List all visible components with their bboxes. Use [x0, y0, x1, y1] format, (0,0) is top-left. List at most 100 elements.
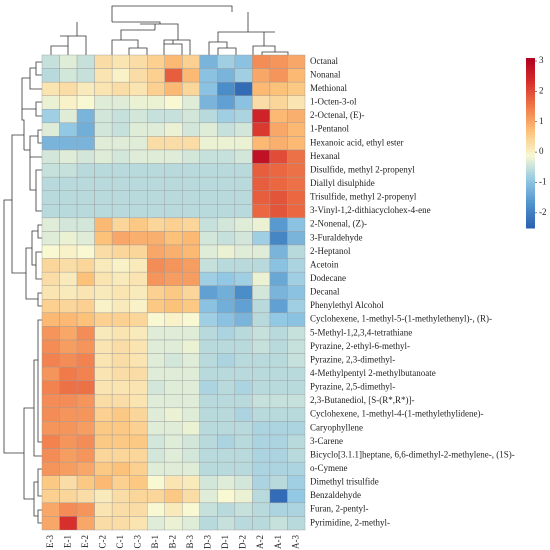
heatmap-cell — [111, 217, 130, 232]
heatmap-cell — [199, 366, 218, 381]
heatmap-cell — [59, 190, 78, 205]
heatmap-cell — [129, 326, 148, 341]
heatmap-cell — [234, 353, 253, 368]
heatmap-cell — [76, 81, 95, 96]
heatmap-cell — [129, 353, 148, 368]
heatmap-cell — [182, 448, 200, 463]
heatmap-cell — [182, 489, 200, 504]
heatmap-cell — [199, 448, 218, 463]
heatmap-cell — [146, 407, 165, 422]
heatmap-cell — [217, 380, 236, 395]
heatmap-cell — [287, 353, 306, 368]
heatmap-cell — [111, 204, 130, 219]
heatmap-cell — [234, 394, 253, 409]
heatmap-cell — [287, 285, 306, 300]
heatmap-cell — [129, 339, 148, 354]
column-label: B-3 — [185, 535, 195, 549]
column-label: D-2 — [238, 535, 248, 549]
heatmap-cell — [76, 244, 95, 259]
heatmap-cell — [146, 68, 165, 83]
colorbar-segment — [526, 199, 535, 203]
heatmap-cell — [252, 258, 271, 273]
heatmap-cell — [269, 380, 288, 395]
colorbar-segment — [526, 117, 535, 121]
colorbar-segment — [526, 126, 535, 130]
heatmap-cell — [182, 81, 200, 96]
heatmap-cell — [41, 380, 60, 395]
heatmap-cell — [111, 461, 130, 476]
heatmap-cell — [199, 421, 218, 436]
heatmap-cell — [164, 95, 183, 110]
heatmap-cell — [287, 190, 306, 205]
heatmap-cell — [111, 326, 130, 341]
heatmap-cell — [269, 285, 288, 300]
heatmap-cell — [41, 231, 60, 246]
heatmap-cell — [234, 204, 253, 219]
colorbar-segment — [526, 179, 535, 184]
heatmap-cell — [182, 434, 200, 449]
heatmap-cell — [41, 163, 60, 178]
heatmap-cell — [217, 489, 236, 504]
heatmap-cell — [234, 502, 253, 517]
heatmap-cell — [111, 190, 130, 205]
heatmap-cell — [164, 244, 183, 259]
heatmap-cell — [41, 244, 60, 259]
heatmap-cell — [41, 339, 60, 354]
heatmap-cell — [59, 312, 78, 327]
heatmap-cell — [199, 217, 218, 232]
row-label: Pyrimidine, 2-methyl- — [310, 517, 390, 527]
colorbar-segment — [526, 225, 535, 229]
heatmap-cell — [146, 149, 165, 164]
row-label: Furan, 2-pentyl- — [310, 504, 369, 514]
heatmap-cell — [129, 285, 148, 300]
row-label: 2-Octenal, (E)- — [310, 110, 364, 120]
heatmap-cell — [252, 353, 271, 368]
heatmap-cell — [111, 299, 130, 314]
heatmap-cell — [59, 244, 78, 259]
heatmap-cell — [146, 461, 165, 476]
heatmap-cell — [199, 149, 218, 164]
heatmap-cell — [182, 204, 200, 219]
heatmap-cell — [269, 136, 288, 151]
heatmap-cell — [234, 54, 253, 69]
colorbar-segment — [526, 194, 535, 198]
heatmap-cell — [199, 204, 218, 219]
heatmap-cell — [164, 461, 183, 476]
heatmap-cell — [146, 489, 165, 504]
heatmap-cell — [234, 407, 253, 422]
heatmap-cell — [129, 81, 148, 96]
heatmap-cell — [76, 502, 95, 517]
heatmap-cell — [129, 448, 148, 463]
heatmap-cell — [94, 163, 113, 178]
row-label: Hexanoic acid, ethyl ester — [310, 137, 403, 147]
heatmap-cell — [269, 421, 288, 436]
heatmap-cell — [76, 109, 95, 124]
colorbar-segment — [526, 191, 535, 195]
heatmap-cell — [164, 380, 183, 395]
heatmap-cell — [234, 475, 253, 490]
heatmap-cell — [182, 407, 200, 422]
heatmap-cell — [199, 122, 218, 137]
colorbar-segment — [526, 157, 535, 161]
heatmap-cell — [94, 231, 113, 246]
heatmap-cell — [76, 326, 95, 341]
heatmap-cell — [182, 353, 200, 368]
heatmap-cell — [41, 271, 60, 286]
heatmap-cell — [111, 231, 130, 246]
colorbar-segment — [526, 145, 535, 150]
heatmap-cell — [111, 489, 130, 504]
colorbar-segment — [526, 97, 535, 101]
heatmap-cell — [59, 448, 78, 463]
colorbar-segment — [526, 60, 535, 65]
heatmap-cell — [76, 434, 95, 449]
heatmap-cell — [94, 217, 113, 232]
colorbar-segment — [526, 174, 535, 178]
heatmap-cell — [287, 366, 306, 381]
heatmap-cell — [41, 475, 60, 490]
heatmap-cell — [164, 231, 183, 246]
heatmap-cell — [111, 366, 130, 381]
heatmap-cell — [94, 312, 113, 327]
heatmap-cell — [94, 380, 113, 395]
heatmap-cell — [287, 244, 306, 259]
heatmap-cell — [164, 176, 183, 191]
